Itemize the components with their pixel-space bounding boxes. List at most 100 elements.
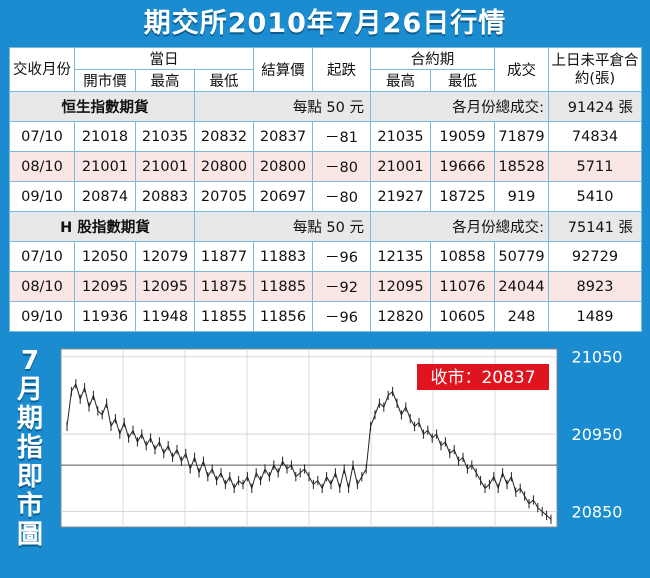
cell-open: 21001 <box>74 151 136 182</box>
cell-change: －96 <box>312 241 371 272</box>
cell-life-high: 21001 <box>370 151 431 182</box>
cell-open: 11936 <box>74 301 136 332</box>
cell-volume: 50779 <box>494 241 549 272</box>
cell-month: 09/10 <box>9 181 75 212</box>
cell-settle: 20697 <box>253 181 313 212</box>
cell-open-interest: 1489 <box>548 301 642 332</box>
cell-low: 20705 <box>194 181 254 212</box>
side-title-char: 指 <box>16 433 43 463</box>
section-name: H 股指數期貨 <box>9 211 195 242</box>
price-series <box>66 379 552 524</box>
cell-open: 20874 <box>74 181 136 212</box>
side-title-char: 圖 <box>16 520 43 550</box>
col-header-life-high: 最高 <box>370 69 431 92</box>
cell-high: 20883 <box>135 181 195 212</box>
col-header-low: 最低 <box>194 69 254 92</box>
table-row: 08/10 21001 21001 20800 20800 －80 21001 … <box>9 151 642 182</box>
section-total-label: 各月份總成交: <box>370 211 549 242</box>
side-title-char: 即 <box>16 462 43 492</box>
section-header-hsi: 恒生指數期貨 每點 50 元 各月份總成交: 91424 張 <box>9 91 642 122</box>
cell-life-low: 18725 <box>430 181 495 212</box>
cell-month: 08/10 <box>9 151 75 182</box>
y-tick-label: 20950 <box>572 425 623 444</box>
col-header-settle: 結算價 <box>253 47 313 92</box>
cell-settle: 20837 <box>253 121 313 152</box>
col-header-open: 開市價 <box>74 69 136 92</box>
cell-open: 12050 <box>74 241 136 272</box>
table-row: 07/10 21018 21035 20832 20837 －81 21035 … <box>9 121 642 152</box>
y-tick-label: 21050 <box>572 348 623 367</box>
cell-month: 09/10 <box>9 301 75 332</box>
cell-life-low: 19059 <box>430 121 495 152</box>
cell-life-low: 10605 <box>430 301 495 332</box>
cell-high: 11948 <box>135 301 195 332</box>
section-total-value: 91424 張 <box>548 91 642 122</box>
cell-settle: 11856 <box>253 301 313 332</box>
cell-high: 21035 <box>135 121 195 152</box>
cell-open-interest: 5711 <box>548 151 642 182</box>
cell-low: 20832 <box>194 121 254 152</box>
col-header-open-interest: 上日未平倉合約(張) <box>548 47 642 92</box>
cell-life-high: 21035 <box>370 121 431 152</box>
table-row: 07/10 12050 12079 11877 11883 －96 12135 … <box>9 241 642 272</box>
page-title: 期交所2010年7月26日行情 <box>143 7 507 39</box>
close-price-badge <box>417 364 549 390</box>
intraday-chart: 21050 20950 20850 收市：20837 <box>60 348 623 528</box>
col-header-contract-month: 交收月份 <box>9 47 75 92</box>
section-total-label: 各月份總成交: <box>370 91 549 122</box>
section-total-value: 75141 張 <box>548 211 642 242</box>
cell-life-high: 21927 <box>370 181 431 212</box>
close-price-label: 收市：20837 <box>430 368 535 388</box>
col-header-today: 當日 <box>74 47 254 70</box>
table-row: 09/10 20874 20883 20705 20697 －80 21927 … <box>9 181 642 212</box>
cell-open-interest: 92729 <box>548 241 642 272</box>
table-row: 09/10 11936 11948 11855 11856 －96 12820 … <box>9 301 642 332</box>
cell-month: 08/10 <box>9 271 75 302</box>
col-header-life-low: 最低 <box>430 69 495 92</box>
cell-low: 11855 <box>194 301 254 332</box>
cell-settle: 11883 <box>253 241 313 272</box>
y-tick-label: 20850 <box>572 503 623 522</box>
cell-settle: 11885 <box>253 271 313 302</box>
cell-life-high: 12095 <box>370 271 431 302</box>
cell-low: 11877 <box>194 241 254 272</box>
cell-volume: 24044 <box>494 271 549 302</box>
side-title-char: 市 <box>16 491 43 521</box>
section-name: 恒生指數期貨 <box>9 91 195 122</box>
cell-volume: 18528 <box>494 151 549 182</box>
cell-life-high: 12820 <box>370 301 431 332</box>
cell-change: －80 <box>312 151 371 182</box>
cell-open: 12095 <box>74 271 136 302</box>
cell-volume: 919 <box>494 181 549 212</box>
cell-open-interest: 8923 <box>548 271 642 302</box>
cell-volume: 248 <box>494 301 549 332</box>
side-title-char: 月 <box>16 375 43 405</box>
cell-low: 11875 <box>194 271 254 302</box>
cell-month: 07/10 <box>9 241 75 272</box>
table-row: 08/10 12095 12095 11875 11885 －92 12095 … <box>9 271 642 302</box>
col-header-high: 最高 <box>135 69 195 92</box>
cell-change: －96 <box>312 301 371 332</box>
cell-life-high: 12135 <box>370 241 431 272</box>
col-header-change: 起跌 <box>312 47 371 92</box>
side-title-char: 7 <box>20 346 40 376</box>
cell-open: 21018 <box>74 121 136 152</box>
cell-settle: 20800 <box>253 151 313 182</box>
cell-volume: 71879 <box>494 121 549 152</box>
cell-high: 12095 <box>135 271 195 302</box>
cell-change: －81 <box>312 121 371 152</box>
futures-quote-table: 交收月份 當日 結算價 起跌 合約期 成交 上日未平倉合約(張) 開市價 最高 … <box>9 47 642 332</box>
cell-change: －92 <box>312 271 371 302</box>
col-header-lifetime: 合約期 <box>370 47 495 70</box>
cell-high: 21001 <box>135 151 195 182</box>
cell-change: －80 <box>312 181 371 212</box>
section-unit: 每點 50 元 <box>194 91 371 122</box>
side-title-char: 期 <box>16 404 43 434</box>
cell-life-low: 10858 <box>430 241 495 272</box>
y-tick-labels: 21050 20950 20850 <box>572 348 623 522</box>
cell-life-low: 11076 <box>430 271 495 302</box>
cell-month: 07/10 <box>9 121 75 152</box>
cell-open-interest: 5410 <box>548 181 642 212</box>
section-unit: 每點 50 元 <box>194 211 371 242</box>
